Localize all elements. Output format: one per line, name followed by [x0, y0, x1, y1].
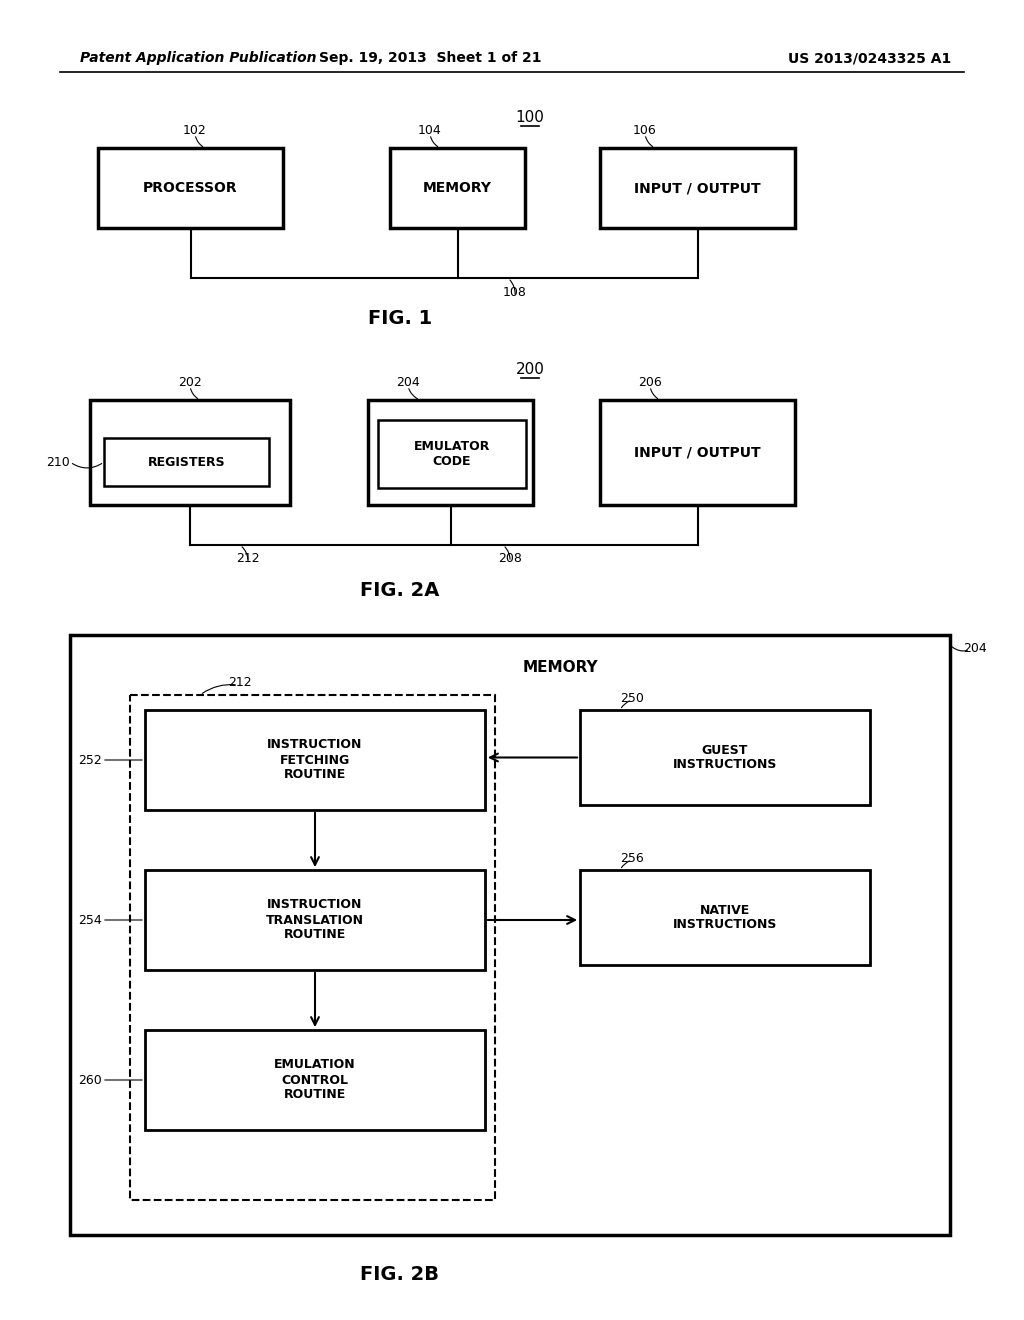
- Bar: [145, 710, 485, 810]
- Text: 212: 212: [228, 676, 252, 689]
- Text: 104: 104: [418, 124, 442, 136]
- Text: 106: 106: [633, 124, 656, 136]
- Text: 260: 260: [78, 1073, 101, 1086]
- Text: 212: 212: [237, 552, 260, 565]
- Text: FIG. 2A: FIG. 2A: [360, 581, 439, 599]
- Text: 202: 202: [178, 375, 202, 388]
- Bar: [580, 870, 870, 965]
- Text: GUEST
INSTRUCTIONS: GUEST INSTRUCTIONS: [673, 743, 777, 771]
- Text: 108: 108: [503, 286, 527, 300]
- Text: NATIVE
INSTRUCTIONS: NATIVE INSTRUCTIONS: [673, 903, 777, 932]
- Text: FIG. 1: FIG. 1: [368, 309, 432, 327]
- Bar: [580, 710, 870, 805]
- Bar: [98, 148, 283, 228]
- Text: MEMORY: MEMORY: [423, 181, 492, 195]
- Text: 254: 254: [78, 913, 101, 927]
- Text: 208: 208: [498, 552, 522, 565]
- Text: NATIVE CPU: NATIVE CPU: [143, 446, 237, 459]
- Text: 102: 102: [183, 124, 207, 136]
- Text: MEMORY: MEMORY: [522, 660, 598, 676]
- Text: REGISTERS: REGISTERS: [147, 455, 225, 469]
- Text: 206: 206: [638, 375, 662, 388]
- Text: 204: 204: [964, 642, 987, 655]
- Bar: [145, 1030, 485, 1130]
- Bar: [145, 870, 485, 970]
- Text: INPUT / OUTPUT: INPUT / OUTPUT: [634, 181, 761, 195]
- Bar: [390, 148, 525, 228]
- Bar: [90, 400, 290, 506]
- Bar: [600, 400, 795, 506]
- Text: Sep. 19, 2013  Sheet 1 of 21: Sep. 19, 2013 Sheet 1 of 21: [318, 51, 542, 65]
- Text: 252: 252: [78, 754, 101, 767]
- Text: Patent Application Publication: Patent Application Publication: [80, 51, 316, 65]
- Text: INSTRUCTION
FETCHING
ROUTINE: INSTRUCTION FETCHING ROUTINE: [267, 738, 362, 781]
- Text: US 2013/0243325 A1: US 2013/0243325 A1: [788, 51, 951, 65]
- Bar: [378, 420, 526, 488]
- Text: EMULATION
CONTROL
ROUTINE: EMULATION CONTROL ROUTINE: [274, 1059, 355, 1101]
- Text: MEMORY: MEMORY: [416, 446, 485, 459]
- Text: EMULATOR
CODE: EMULATOR CODE: [414, 440, 490, 469]
- Text: PROCESSOR: PROCESSOR: [143, 181, 238, 195]
- Text: INSTRUCTION
TRANSLATION
ROUTINE: INSTRUCTION TRANSLATION ROUTINE: [266, 899, 364, 941]
- Text: 250: 250: [621, 692, 644, 705]
- Bar: [368, 400, 534, 506]
- Text: 200: 200: [515, 363, 545, 378]
- Text: INPUT / OUTPUT: INPUT / OUTPUT: [634, 446, 761, 459]
- Text: 256: 256: [621, 851, 644, 865]
- Bar: [104, 438, 269, 486]
- Bar: [70, 635, 950, 1236]
- Text: 204: 204: [396, 375, 420, 388]
- Text: 210: 210: [46, 455, 70, 469]
- Text: FIG. 2B: FIG. 2B: [360, 1266, 439, 1284]
- Text: 100: 100: [515, 111, 545, 125]
- Bar: [130, 696, 495, 1200]
- Bar: [600, 148, 795, 228]
